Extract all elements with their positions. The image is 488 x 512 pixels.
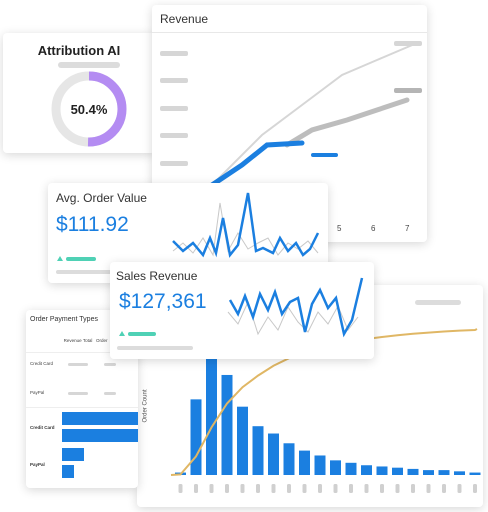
- aov-trend-bar: [66, 257, 96, 261]
- histogram-bar: [314, 455, 326, 475]
- payment-row-label: PayPal: [30, 390, 45, 395]
- sales-title: Sales Revenue: [116, 269, 198, 283]
- x-tick-placeholder: [473, 484, 477, 493]
- payment-bar-label: Credit Card: [30, 425, 55, 430]
- histogram-bar: [407, 468, 419, 475]
- histogram-bar: [392, 467, 403, 475]
- histogram-bar: [345, 462, 357, 475]
- histogram-bar: [423, 470, 434, 475]
- x-tick-placeholder: [395, 484, 400, 493]
- histogram-bar: [221, 374, 233, 475]
- legend-placeholder: [415, 300, 461, 305]
- aov-sparkline: [172, 192, 320, 258]
- x-tick-placeholder: [457, 484, 462, 493]
- payment-title: Order Payment Types: [30, 316, 98, 323]
- x-tick-placeholder: [256, 484, 260, 493]
- payment-bar: [62, 412, 138, 425]
- payment-divider: [26, 407, 138, 408]
- histogram-bar: [438, 470, 450, 475]
- revenue-divider: [152, 32, 427, 33]
- x-tick-placeholder: [287, 484, 291, 493]
- histogram-bar: [206, 353, 217, 475]
- x-tick-5: 5: [337, 224, 342, 233]
- x-tick-placeholder: [178, 484, 183, 493]
- payment-cell-placeholder: [68, 363, 88, 366]
- sales-caption-placeholder: [117, 346, 193, 350]
- y-tick-placeholder: [160, 51, 188, 56]
- aov-title: Avg. Order Value: [56, 191, 147, 205]
- histogram-bar: [454, 471, 465, 475]
- sales-sparkline: [227, 277, 364, 338]
- histogram-bar: [469, 472, 481, 475]
- sales-value: $127,361: [119, 290, 207, 313]
- payment-bar: [62, 448, 84, 461]
- histogram-bar: [376, 466, 388, 475]
- revenue-lines: [209, 42, 418, 188]
- x-tick-placeholder: [442, 484, 446, 493]
- histogram-bar: [283, 443, 295, 475]
- payment-bar-label: PayPal: [30, 462, 45, 467]
- histogram-bar: [252, 426, 264, 475]
- aov-caption-placeholder: [56, 270, 146, 274]
- x-tick-placeholder: [271, 484, 276, 493]
- x-tick-placeholder: [426, 484, 431, 493]
- x-tick-placeholder: [302, 484, 307, 493]
- payment-cell-placeholder: [104, 392, 116, 395]
- aov-trend-icon: [57, 256, 63, 261]
- histogram-bar: [330, 460, 341, 475]
- revenue-title: Revenue: [160, 12, 209, 26]
- x-tick-7: 7: [405, 224, 410, 233]
- payment-row-label: Credit Card: [30, 361, 54, 366]
- attribution-subtitle-placeholder: [58, 62, 120, 68]
- x-tick-placeholder: [333, 484, 338, 493]
- payment-bar: [62, 429, 138, 442]
- attribution-donut: [51, 71, 127, 147]
- sales-trend-icon: [119, 331, 125, 336]
- legend-swatch-blue: [311, 153, 338, 157]
- y-tick-placeholder: [160, 133, 188, 138]
- x-tick-placeholder: [364, 484, 369, 493]
- y-tick-placeholder: [160, 106, 188, 111]
- payment-divider: [26, 352, 138, 353]
- histogram-bar: [361, 465, 372, 475]
- attribution-title: Attribution AI: [37, 43, 121, 58]
- x-tick-placeholder: [411, 484, 415, 493]
- y-tick-placeholder: [160, 161, 188, 166]
- histogram-bar: [237, 406, 248, 475]
- x-tick-placeholder: [194, 484, 198, 493]
- payment-cell-placeholder: [104, 363, 116, 366]
- y-tick-placeholder: [160, 78, 188, 83]
- histogram-bar: [190, 399, 202, 475]
- aov-value: $111.92: [56, 213, 129, 236]
- payment-col-revenue: Revenue Total: [63, 338, 93, 343]
- histogram-bar: [268, 433, 279, 475]
- payment-col-order: Order: [96, 338, 108, 343]
- attribution-value: 50.4%: [70, 102, 108, 117]
- x-tick-placeholder: [240, 484, 245, 493]
- x-tick-placeholder: [209, 484, 214, 493]
- x-tick-placeholder: [380, 484, 384, 493]
- attribution-card: Attribution AI 50.4%: [3, 33, 155, 153]
- legend-placeholder: [394, 88, 422, 93]
- sales-revenue-card: Sales Revenue $127,361: [110, 262, 374, 359]
- histogram-bar: [299, 450, 310, 475]
- payment-cell-placeholder: [68, 392, 88, 395]
- sales-trend-bar: [128, 332, 156, 336]
- x-tick-placeholder: [349, 484, 353, 493]
- x-tick-placeholder: [225, 484, 229, 493]
- x-tick-placeholder: [318, 484, 322, 493]
- x-tick-6: 6: [371, 224, 376, 233]
- legend-placeholder: [394, 41, 422, 46]
- payment-bar: [62, 465, 74, 478]
